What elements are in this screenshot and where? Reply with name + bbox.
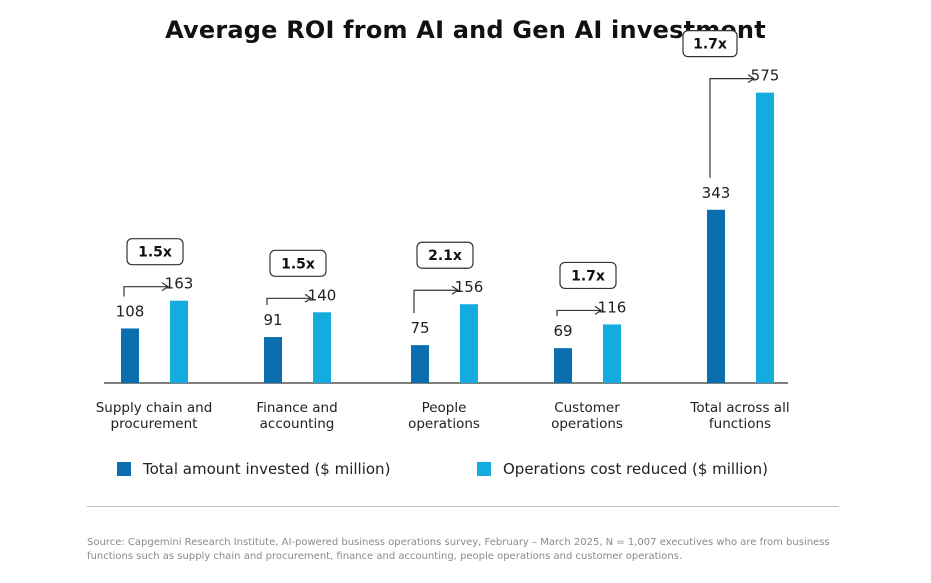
category-label: functions [709, 416, 771, 432]
bar-invested [121, 328, 139, 383]
category-label: People [422, 400, 467, 416]
value-label-invested: 91 [263, 311, 282, 329]
value-label-invested: 75 [410, 319, 429, 337]
growth-arrow [123, 286, 167, 297]
bar-cost-reduced [756, 92, 774, 383]
growth-arrow-head [747, 74, 756, 84]
multiplier-box [682, 30, 738, 58]
category-label: operations [408, 416, 480, 432]
legend-item-invested: Total amount invested ($ million) [117, 460, 390, 478]
multiplier-label: 2.1x [428, 248, 462, 264]
multiplier-label: 1.7x [571, 268, 605, 284]
bar-invested [411, 345, 429, 383]
value-label-invested: 108 [116, 302, 145, 320]
bar-cost-reduced [460, 304, 478, 383]
growth-arrow-head [161, 282, 170, 292]
growth-arrow [556, 309, 600, 317]
category-label: accounting [260, 416, 335, 432]
growth-arrow [266, 297, 310, 306]
value-label-invested: 69 [553, 322, 572, 340]
multiplier-label: 1.5x [138, 245, 172, 261]
legend-swatch-cost-reduced [477, 462, 491, 476]
category-label: Customer [554, 400, 620, 416]
multiplier-box [269, 249, 327, 277]
growth-arrow [709, 78, 753, 178]
value-label-cost-reduced: 575 [751, 67, 780, 85]
legend-item-cost-reduced: Operations cost reduced ($ million) [477, 460, 768, 478]
legend-label-invested: Total amount invested ($ million) [143, 460, 391, 478]
growth-arrow-head [451, 285, 460, 295]
growth-arrow-head [594, 305, 603, 315]
bar-cost-reduced [170, 300, 188, 383]
bar-invested [264, 337, 282, 383]
chart-title: Average ROI from AI and Gen AI investmen… [165, 16, 766, 44]
multiplier-label: 1.7x [693, 37, 727, 53]
multiplier-label: 1.5x [281, 256, 315, 272]
category-label: procurement [111, 416, 198, 432]
legend-label-cost-reduced: Operations cost reduced ($ million) [503, 460, 768, 478]
bar-cost-reduced [313, 312, 331, 383]
bar-cost-reduced [603, 324, 621, 383]
value-label-cost-reduced: 163 [165, 275, 194, 293]
legend-swatch-invested [117, 462, 131, 476]
value-label-cost-reduced: 140 [308, 286, 337, 304]
category-label: operations [551, 416, 623, 432]
bar-invested [554, 348, 572, 383]
category-label: Total across all [689, 400, 789, 416]
growth-arrow-head [304, 293, 313, 303]
value-label-invested: 343 [702, 184, 731, 202]
divider [87, 506, 839, 507]
category-label: Supply chain and [96, 400, 213, 416]
value-label-cost-reduced: 156 [455, 278, 484, 296]
category-label: Finance and [256, 400, 337, 416]
multiplier-box [416, 241, 474, 269]
growth-arrow [413, 289, 457, 314]
multiplier-box [559, 261, 617, 290]
bar-invested [707, 209, 725, 383]
source-note: Source: Capgemini Research Institute, AI… [87, 537, 830, 562]
value-label-cost-reduced: 116 [598, 298, 627, 316]
multiplier-box [126, 238, 184, 266]
